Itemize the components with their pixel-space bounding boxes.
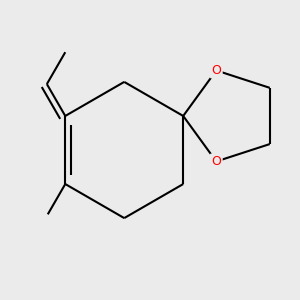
Text: O: O [211, 155, 221, 168]
Text: O: O [211, 64, 221, 77]
